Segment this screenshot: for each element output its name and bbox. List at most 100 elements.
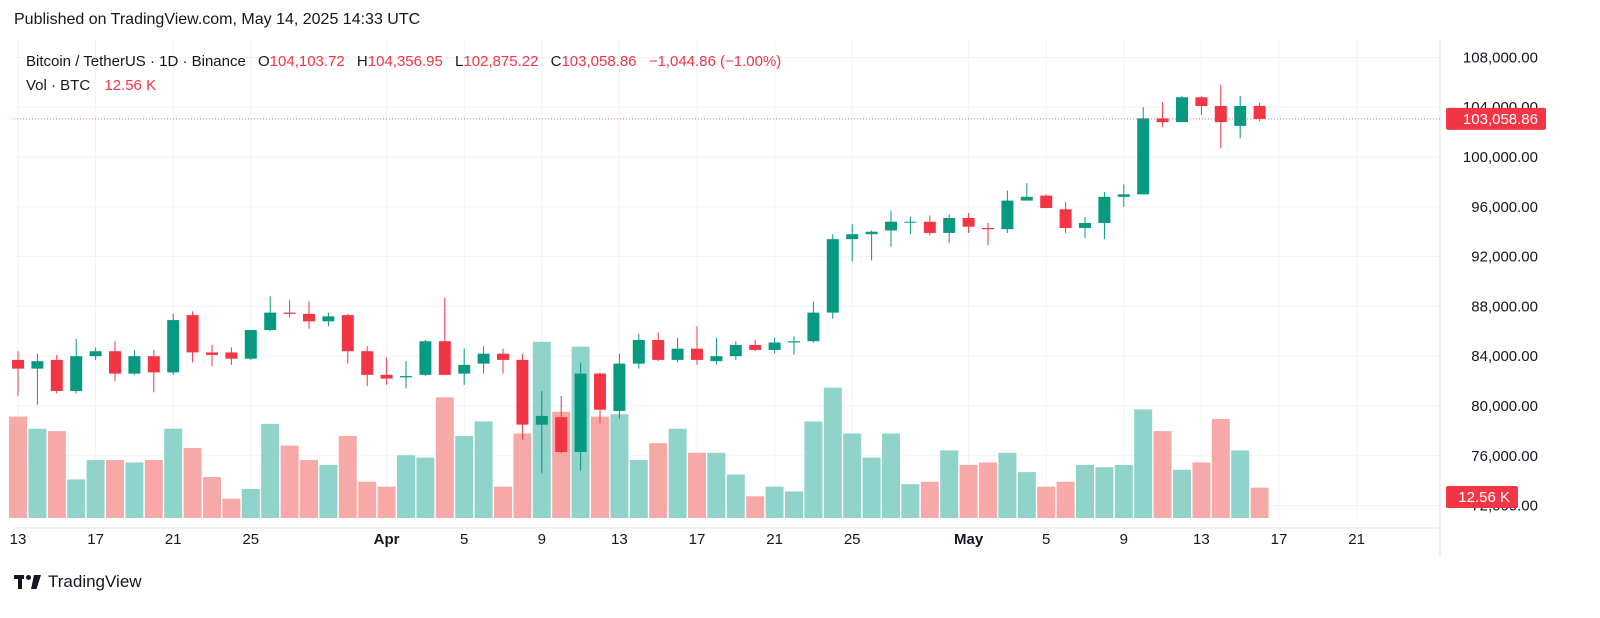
candle-body[interactable] — [225, 352, 238, 359]
candle-body[interactable] — [768, 342, 781, 350]
volume-bar — [455, 435, 474, 518]
candle-body[interactable] — [477, 353, 490, 364]
candle-body[interactable] — [70, 356, 83, 392]
candle-body[interactable] — [632, 339, 645, 364]
candle-body[interactable] — [1040, 195, 1053, 209]
tradingview-logo[interactable]: TradingView — [14, 572, 142, 592]
volume-bar — [280, 445, 299, 518]
volume-bar — [1017, 472, 1036, 518]
candle-body[interactable] — [186, 315, 199, 353]
candle-body[interactable] — [283, 312, 296, 314]
candle-body[interactable] — [380, 374, 393, 379]
candle-body[interactable] — [31, 361, 44, 369]
candle-body[interactable] — [341, 315, 354, 352]
candle-body[interactable] — [1195, 97, 1208, 106]
candle-body[interactable] — [1137, 118, 1150, 195]
candle-body[interactable] — [1214, 105, 1227, 123]
volume-bar — [591, 416, 609, 518]
candle-body[interactable] — [109, 351, 121, 374]
candle-body[interactable] — [962, 218, 975, 227]
candle-body[interactable] — [1117, 194, 1130, 197]
volume-bar — [28, 428, 47, 518]
candle-body[interactable] — [12, 359, 24, 369]
volume-bar — [1250, 487, 1269, 518]
candle-body[interactable] — [535, 415, 548, 425]
candle-body[interactable] — [1234, 105, 1247, 126]
volume-bar — [1153, 431, 1172, 518]
volume-bar — [86, 460, 105, 518]
volume-value: 12.56 K — [104, 77, 156, 94]
change-value: −1,044.86 (−1.00%) — [649, 53, 782, 70]
volume-bar — [804, 421, 823, 518]
candle-body[interactable] — [865, 231, 878, 235]
volume-bar — [979, 462, 997, 518]
candle-body[interactable] — [1176, 97, 1188, 123]
candle-body[interactable] — [923, 221, 936, 233]
price-tick-label: 88,000.00 — [1471, 298, 1538, 315]
candle-body[interactable] — [671, 348, 684, 360]
candle-body[interactable] — [1253, 105, 1266, 119]
candle-body[interactable] — [303, 313, 315, 322]
volume-bar — [998, 452, 1017, 518]
candle-body[interactable] — [128, 356, 141, 374]
candle-body[interactable] — [613, 363, 626, 411]
price-candles[interactable] — [12, 84, 1266, 474]
candle-body[interactable] — [419, 341, 432, 375]
candle-body[interactable] — [807, 312, 820, 342]
candle-body[interactable] — [50, 359, 63, 392]
candle-body[interactable] — [574, 373, 587, 453]
candle-body[interactable] — [885, 221, 897, 231]
candle-body[interactable] — [361, 351, 374, 375]
candle-body[interactable] — [904, 221, 917, 223]
price-axis[interactable]: 72,000.0076,000.0080,000.0084,000.0088,0… — [1446, 49, 1546, 515]
candle-body[interactable] — [497, 353, 509, 360]
svg-text:Vol · BTC 12.56 K: Vol · BTC 12.56 K — [26, 77, 156, 94]
candle-body[interactable] — [749, 344, 762, 350]
volume-bar — [513, 433, 532, 518]
volume-bar — [474, 421, 493, 518]
time-axis[interactable]: 13 17 21 25 Apr 5 9 13 17 21 25 May 5 9 13 17 21 — [10, 531, 1365, 548]
candle-body[interactable] — [244, 330, 257, 359]
candle-body[interactable] — [1079, 222, 1091, 228]
time-tick-label: 17 — [87, 531, 104, 548]
candle-body[interactable] — [1001, 200, 1014, 230]
candle-body[interactable] — [167, 320, 180, 373]
tradingview-brand: TradingView — [48, 572, 142, 591]
candle-body[interactable] — [652, 339, 665, 360]
candle-body[interactable] — [1020, 196, 1033, 201]
candle-body[interactable] — [147, 356, 160, 373]
candle-body[interactable] — [594, 373, 606, 410]
candle-body[interactable] — [264, 312, 277, 331]
candle-body[interactable] — [89, 351, 102, 357]
candle-body[interactable] — [788, 341, 800, 343]
last-price-badge — [1446, 107, 1546, 130]
tradingview-logo-icon — [14, 575, 42, 589]
volume-bar — [843, 433, 862, 518]
candle-body[interactable] — [1156, 118, 1169, 123]
price-tick-label: 96,000.00 — [1471, 199, 1538, 216]
volume-bar — [164, 428, 183, 518]
candle-body[interactable] — [322, 316, 335, 322]
candle-body[interactable] — [846, 234, 859, 240]
candle-body[interactable] — [555, 417, 568, 453]
candle-body[interactable] — [691, 348, 703, 360]
candle-body[interactable] — [516, 359, 529, 425]
candle-body[interactable] — [710, 356, 723, 362]
candle-body[interactable] — [729, 344, 742, 357]
candle-body[interactable] — [982, 227, 994, 230]
candle-body[interactable] — [206, 352, 218, 355]
candle-body[interactable] — [1059, 209, 1072, 228]
low-value: 102,875.22 — [463, 53, 538, 70]
volume-bar — [726, 474, 745, 518]
candle-body[interactable] — [458, 364, 471, 374]
candle-body[interactable] — [826, 239, 839, 313]
time-tick-label: 13 — [10, 531, 27, 548]
candle-body[interactable] — [438, 341, 451, 375]
time-tick-label: 5 — [1042, 531, 1050, 548]
candle-body[interactable] — [943, 218, 956, 233]
time-tick-label: 13 — [611, 531, 628, 548]
candle-body[interactable] — [1098, 196, 1111, 223]
time-tick-label: 21 — [766, 531, 783, 548]
candle-body[interactable] — [400, 376, 412, 378]
